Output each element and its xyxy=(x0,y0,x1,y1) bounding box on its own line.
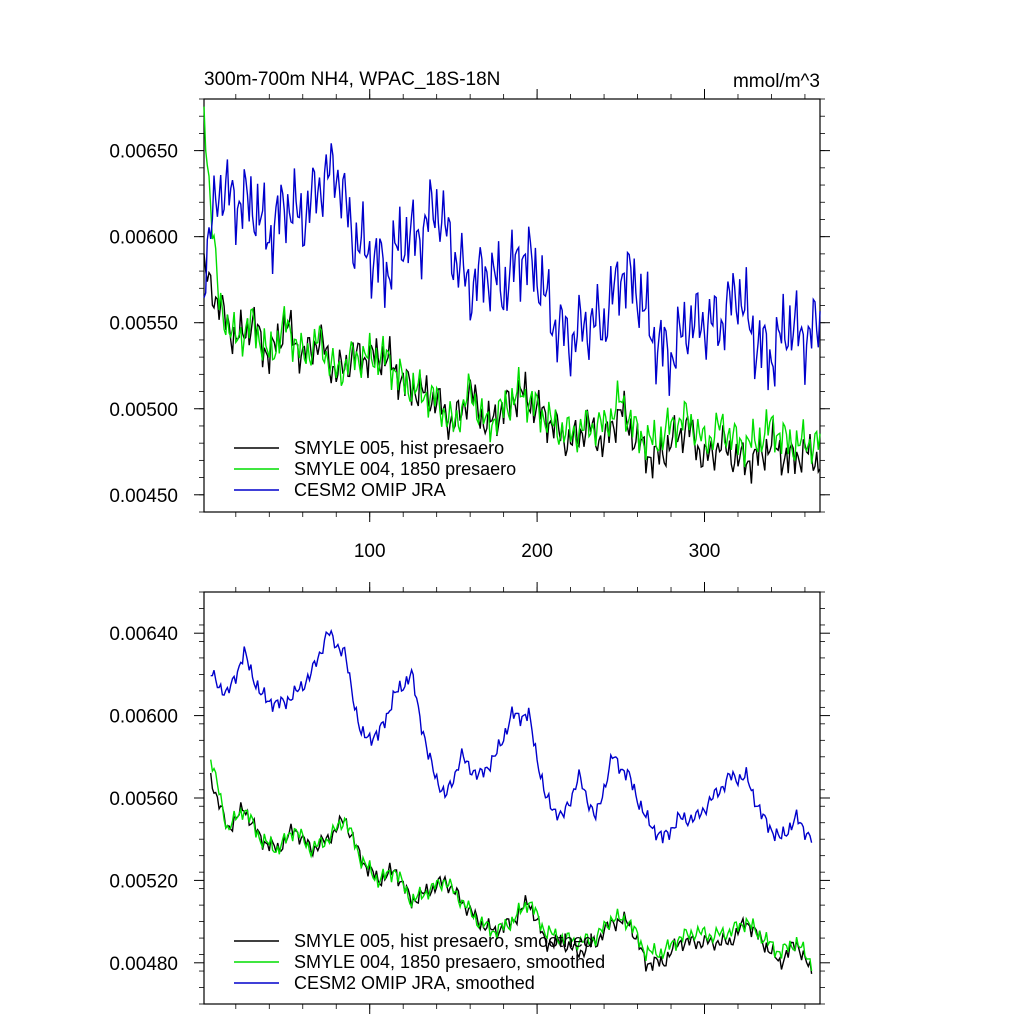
top-ticks: 0.00450 0.00500 0.00550 0.00600 0.00650 100 20… xyxy=(109,89,830,562)
y-tick-label: 0.00600 xyxy=(109,707,178,728)
y-tick-label: 0.00450 xyxy=(109,486,178,507)
legend-label: CESM2 OMIP JRA, smoothed xyxy=(294,973,535,993)
top-panel: 300m-700m NH4, WPAC_18S-18N mmol/m^3 0.0… xyxy=(109,69,830,562)
y-tick-label: 0.00640 xyxy=(109,624,178,645)
legend-label: SMYLE 004, 1850 presaero xyxy=(294,459,516,479)
y-tick-label: 0.00480 xyxy=(109,954,178,975)
series-line xyxy=(210,628,813,844)
legend-label: SMYLE 004, 1850 presaero, smoothed xyxy=(294,952,605,972)
y-tick-label: 0.00600 xyxy=(109,228,178,249)
top-chart-units: mmol/m^3 xyxy=(733,71,820,92)
x-tick-label: 100 xyxy=(354,541,386,562)
top-chart-title: 300m-700m NH4, WPAC_18S-18N xyxy=(204,69,500,90)
top-series xyxy=(203,106,821,484)
y-tick-label: 0.00560 xyxy=(109,789,178,810)
legend-label: SMYLE 005, hist presaero, smoothed xyxy=(294,931,593,951)
legend-label: SMYLE 005, hist presaero xyxy=(294,438,504,458)
y-tick-label: 0.00650 xyxy=(109,142,178,163)
series-line xyxy=(203,143,821,396)
y-tick-label: 0.00500 xyxy=(109,400,178,421)
bottom-panel: 0.00480 0.00520 0.00560 0.00600 0.00640 SMYL… xyxy=(109,582,830,1014)
x-tick-label: 200 xyxy=(521,541,553,562)
bottom-series xyxy=(210,628,813,974)
bottom-ticks: 0.00480 0.00520 0.00560 0.00600 0.00640 xyxy=(109,582,830,1014)
bottom-legend: SMYLE 005, hist presaero, smoothedSMYLE … xyxy=(234,931,605,993)
legend-label: CESM2 OMIP JRA xyxy=(294,480,446,500)
series-line xyxy=(210,759,813,972)
series-line xyxy=(203,106,821,468)
y-tick-label: 0.00520 xyxy=(109,871,178,892)
y-tick-label: 0.00550 xyxy=(109,314,178,335)
x-tick-label: 300 xyxy=(689,541,721,562)
